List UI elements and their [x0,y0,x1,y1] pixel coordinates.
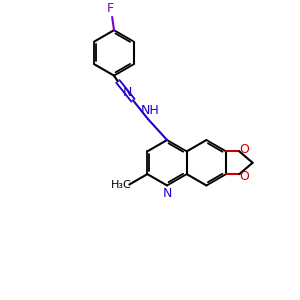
Text: N: N [123,86,132,99]
Text: N: N [162,187,172,200]
Text: F: F [107,2,114,15]
Text: H₃C: H₃C [110,181,131,190]
Text: O: O [239,169,249,182]
Text: NH: NH [141,104,159,117]
Text: O: O [239,143,249,156]
